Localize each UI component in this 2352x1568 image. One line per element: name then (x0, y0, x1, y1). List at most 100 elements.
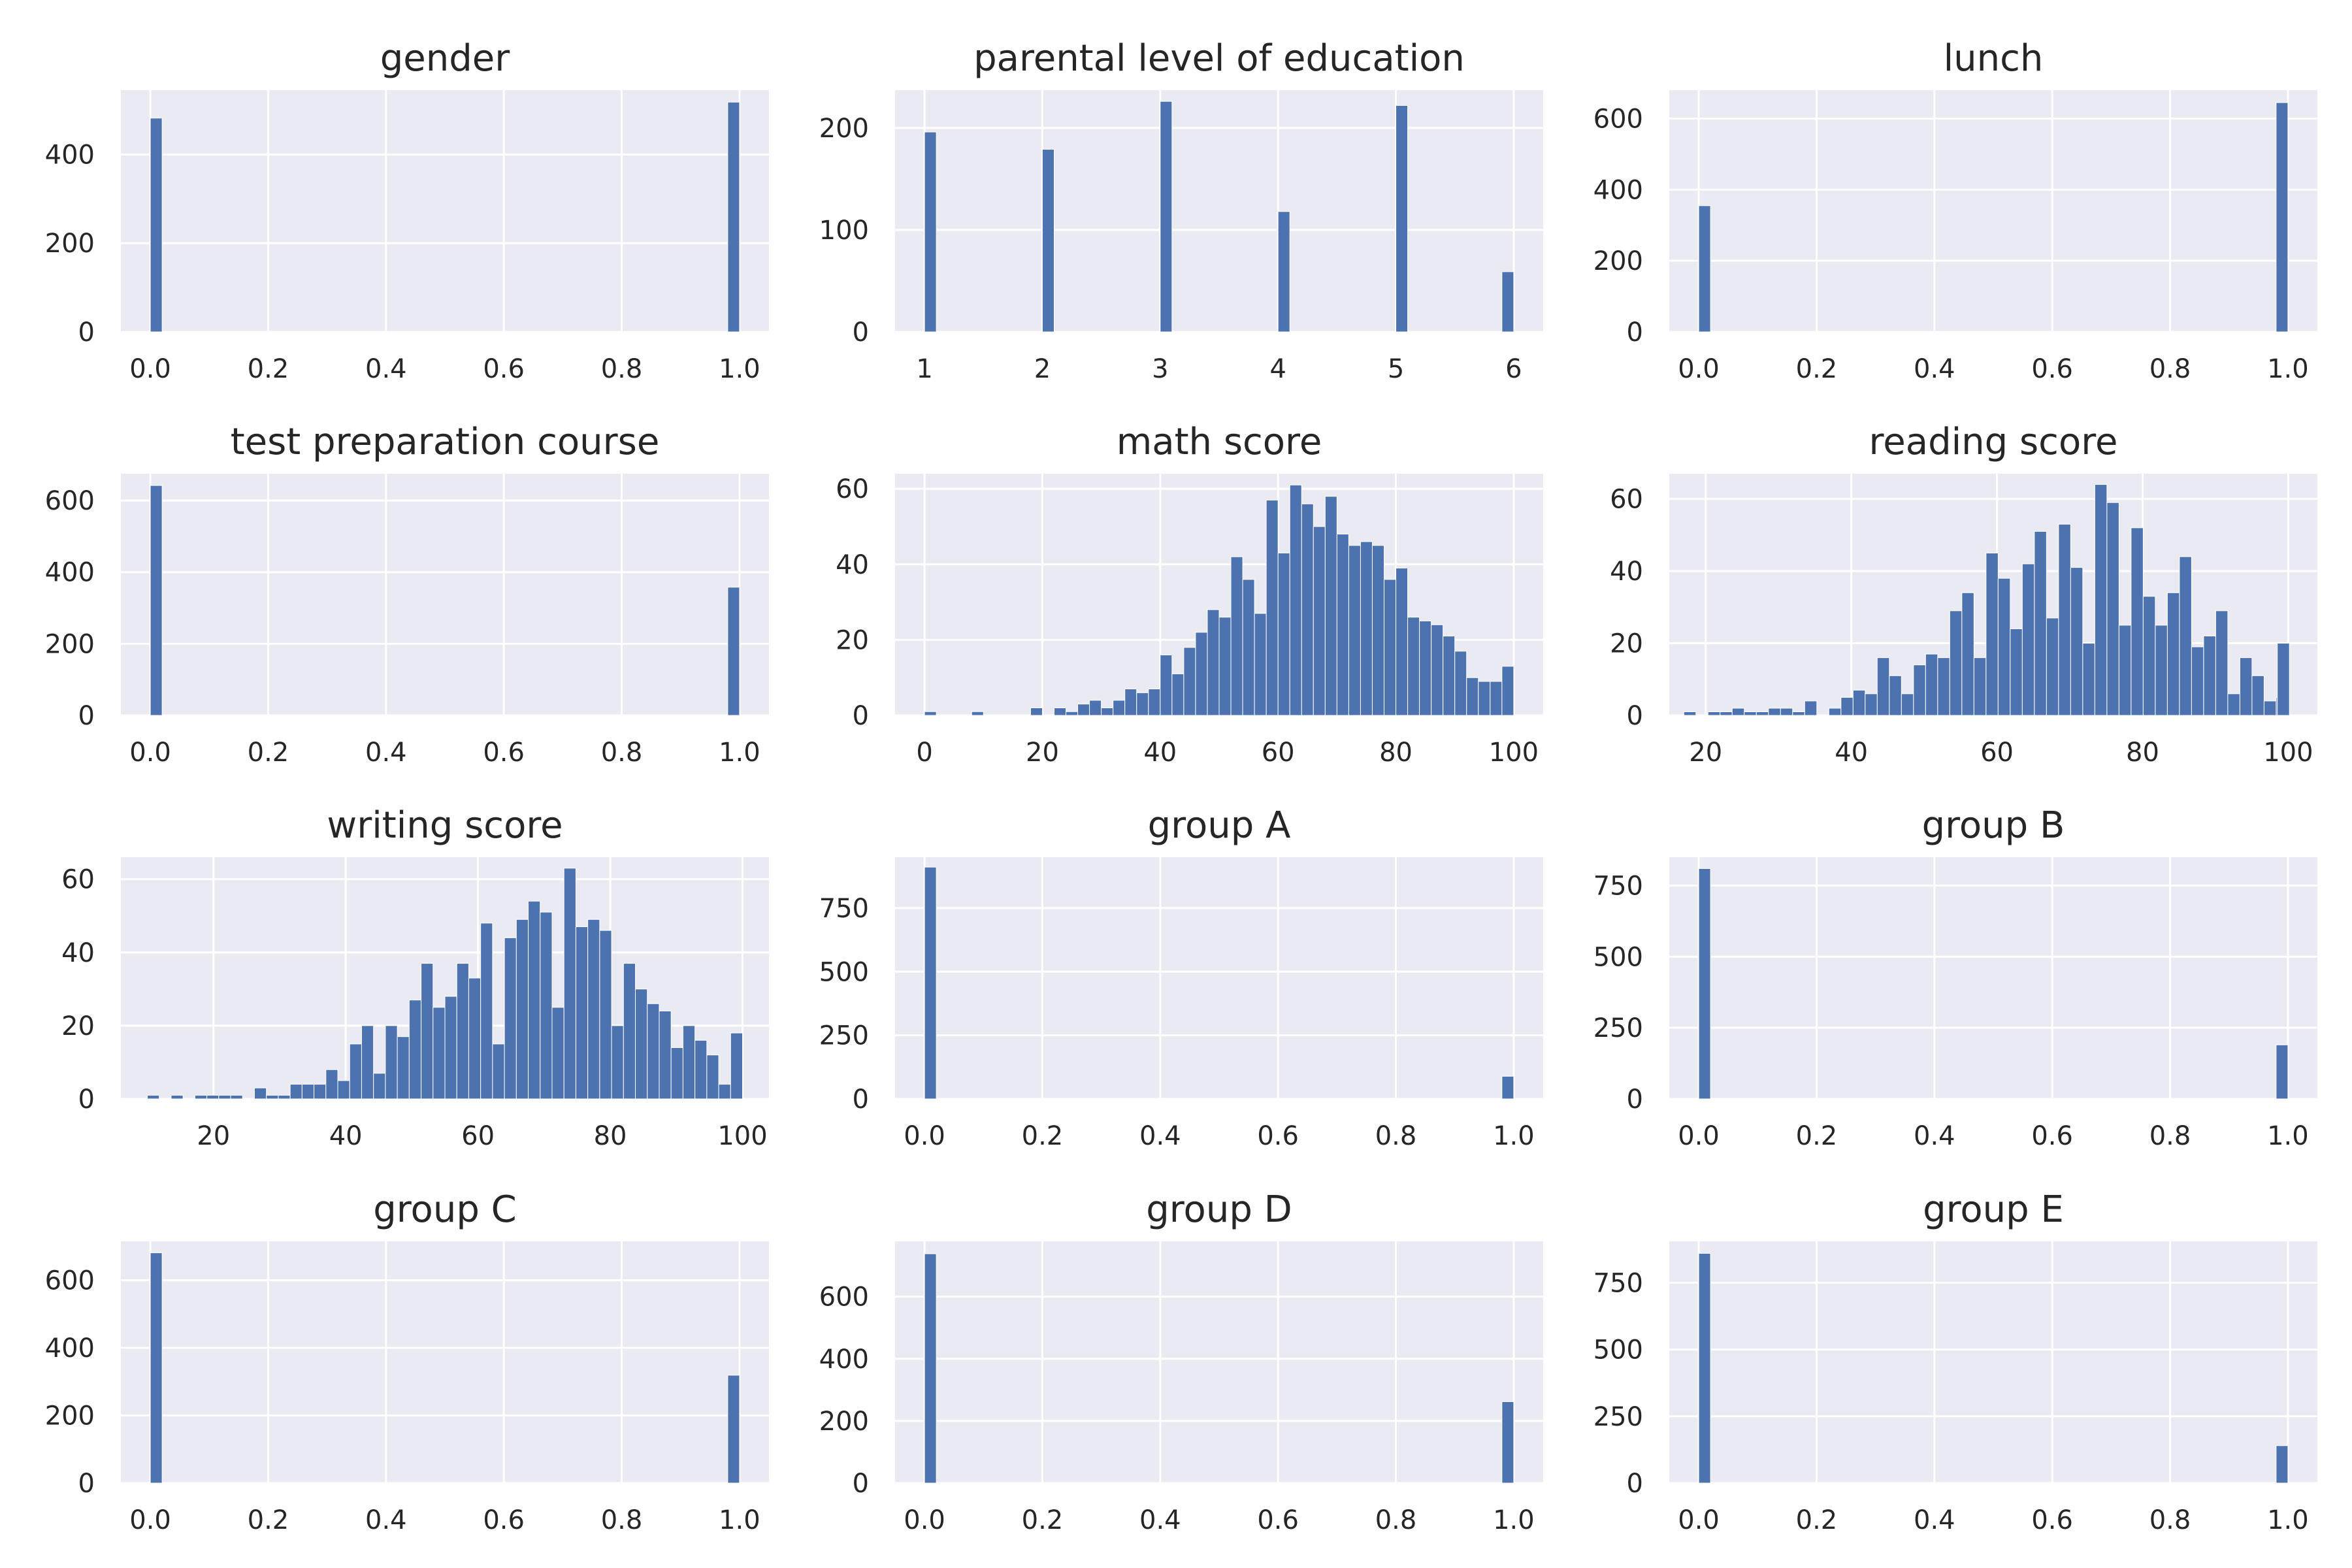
x-tick-label: 6 (1505, 354, 1522, 384)
histogram-bar (1804, 700, 1818, 716)
histogram-bar (2142, 596, 2156, 716)
histogram-bar (1828, 708, 1842, 716)
histogram-bar (2203, 636, 2216, 716)
histogram-bar (266, 1094, 279, 1100)
histogram-bar (1113, 700, 1126, 716)
histogram-bar (1066, 711, 1079, 716)
histogram-bar (1277, 552, 1290, 716)
y-tick-label: 0 (853, 701, 869, 731)
histogram-bar (1348, 545, 1361, 716)
y-tick-label: 400 (1593, 175, 1643, 205)
histogram-bar (1324, 496, 1337, 716)
histogram-bar (659, 1010, 672, 1100)
y-tick-label: 400 (45, 558, 95, 588)
histogram-bar (325, 1069, 338, 1100)
x-tick-label: 0.6 (483, 1505, 525, 1535)
histogram-bar (150, 118, 163, 333)
y-tick-label: 400 (45, 1333, 95, 1364)
histogram-bar (1961, 592, 1974, 716)
x-tick-label: 0.2 (1022, 1505, 1064, 1535)
histogram-bar (2263, 700, 2277, 716)
histogram-bar (730, 1032, 743, 1100)
histogram-bar (1218, 617, 1232, 716)
histogram-bar (623, 963, 636, 1100)
histogram-bar (1744, 711, 1757, 716)
y-tick-label: 20 (836, 625, 869, 655)
histogram-bar (1254, 613, 1267, 716)
histogram-bar (504, 937, 517, 1100)
y-tick-label: 40 (61, 938, 95, 968)
histogram-bar (2277, 643, 2290, 716)
histogram-bar (1865, 693, 1878, 716)
histogram-bar (2094, 484, 2108, 716)
histogram-bar (1913, 664, 1926, 716)
histogram-bar (194, 1094, 208, 1100)
histogram-bar (1490, 681, 1503, 716)
histogram-bar (1698, 868, 1711, 1100)
plot-background (121, 90, 769, 332)
histogram-bar (206, 1094, 220, 1100)
histogram-bar (373, 1073, 386, 1100)
histogram-bar (718, 1084, 731, 1100)
histogram-bar (635, 988, 648, 1100)
x-tick-label: 0.4 (1914, 1121, 1955, 1151)
y-tick-label: 600 (1593, 105, 1643, 135)
panel-title: group E (1923, 1188, 2064, 1231)
plot-background (121, 474, 769, 715)
histogram-bar (1171, 673, 1184, 716)
y-tick-label: 500 (819, 957, 869, 987)
y-tick-label: 40 (1610, 557, 1643, 587)
panel-title: test preparation course (231, 421, 660, 463)
x-tick-label: 60 (1262, 738, 1295, 768)
panel-title: writing score (327, 804, 563, 847)
panel-title: reading score (1869, 421, 2118, 463)
x-tick-label: 20 (1026, 738, 1059, 768)
x-tick-label: 0.0 (1678, 1121, 1720, 1151)
y-tick-label: 250 (1593, 1013, 1643, 1043)
x-tick-label: 0.0 (904, 1121, 945, 1151)
histogram-group-e: group E 0.0 0.2 0.4 0.6 0.8 1.0 0 250 500 750 (1593, 1188, 2317, 1535)
histogram-bar (551, 1007, 564, 1100)
histogram-bar (1756, 711, 1769, 716)
histogram-bar (2191, 646, 2204, 716)
y-tick-label: 600 (819, 1282, 869, 1313)
x-tick-label: 1 (916, 354, 932, 384)
x-tick-label: 0.2 (1796, 354, 1838, 384)
histogram-bar (670, 1047, 683, 1100)
histogram-bar (647, 1003, 660, 1100)
histogram-bar (575, 926, 589, 1100)
histogram-bar (2276, 1445, 2289, 1484)
plot-background (121, 1241, 769, 1483)
x-tick-label: 0.6 (483, 738, 525, 768)
histogram-bar (1160, 101, 1173, 333)
histogram-bar (1698, 1252, 1711, 1484)
x-tick-label: 0.6 (1257, 1121, 1299, 1151)
plot-background (1669, 1241, 2317, 1483)
x-tick-label: 20 (197, 1121, 230, 1151)
y-tick-label: 250 (819, 1021, 869, 1051)
histogram-bar (480, 923, 493, 1100)
x-tick-label: 0.2 (248, 354, 289, 384)
x-tick-label: 0.4 (1914, 354, 1955, 384)
histogram-bar (218, 1094, 231, 1100)
y-tick-label: 0 (1627, 318, 1643, 348)
histogram-bar (2034, 531, 2047, 716)
x-tick-label: 0.2 (248, 1505, 289, 1535)
histogram-bar (1731, 708, 1745, 716)
histogram-bar (1230, 556, 1243, 716)
x-tick-label: 0.0 (129, 1505, 171, 1535)
histogram-reading-score: reading score 20 40 60 80 100 0 20 40 60 (1610, 421, 2317, 768)
y-tick-label: 0 (78, 1469, 95, 1499)
histogram-bar (1160, 655, 1173, 716)
histogram-bar (1136, 692, 1149, 716)
histogram-bar (1195, 632, 1208, 716)
histogram-bar (587, 919, 600, 1100)
y-tick-label: 60 (836, 474, 869, 504)
x-tick-label: 0.8 (1375, 1121, 1417, 1151)
y-tick-label: 600 (45, 486, 95, 516)
x-tick-label: 0.8 (1375, 1505, 1417, 1535)
histogram-bar (1371, 545, 1385, 716)
histogram-bar (2106, 502, 2119, 716)
histogram-bar (150, 1252, 163, 1484)
